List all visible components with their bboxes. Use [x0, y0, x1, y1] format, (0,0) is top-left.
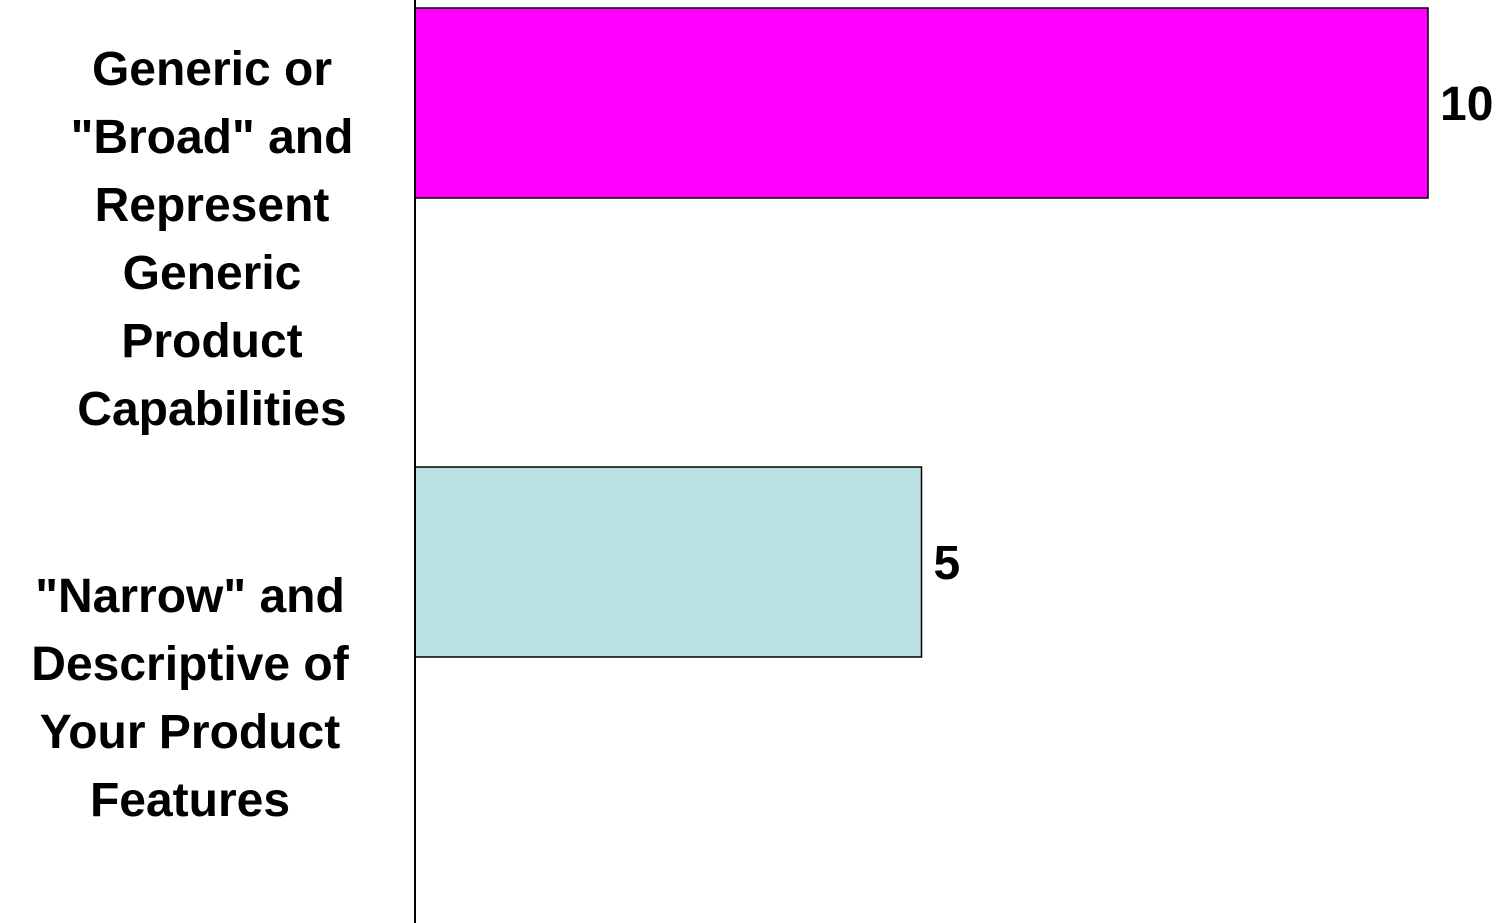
data-labels: 10 5 [934, 78, 1494, 590]
data-label-1: 10 [1440, 78, 1493, 131]
category-label-line: Descriptive of [31, 638, 349, 691]
category-label-line: Represent [95, 179, 330, 232]
category-label-line: Product [121, 315, 302, 368]
category-label-2: "Narrow" and Descriptive of Your Product Fe… [31, 570, 349, 827]
data-label-2: 5 [934, 537, 961, 590]
category-label-line: "Broad" and [71, 111, 354, 164]
category-labels: Generic or "Broad" and Represent Generic Pro… [31, 43, 353, 827]
category-label-line: Your Product [40, 706, 340, 759]
category-label-1: Generic or "Broad" and Represent Generic Pro… [71, 43, 354, 436]
category-label-line: Features [90, 774, 290, 827]
bars [414, 7, 1429, 658]
bar-2 [414, 466, 923, 658]
category-label-line: "Narrow" and [35, 570, 345, 623]
bar-1 [414, 7, 1429, 199]
category-label-line: Generic or [92, 43, 332, 96]
category-label-line: Generic [123, 247, 302, 300]
category-label-line: Capabilities [77, 383, 346, 436]
